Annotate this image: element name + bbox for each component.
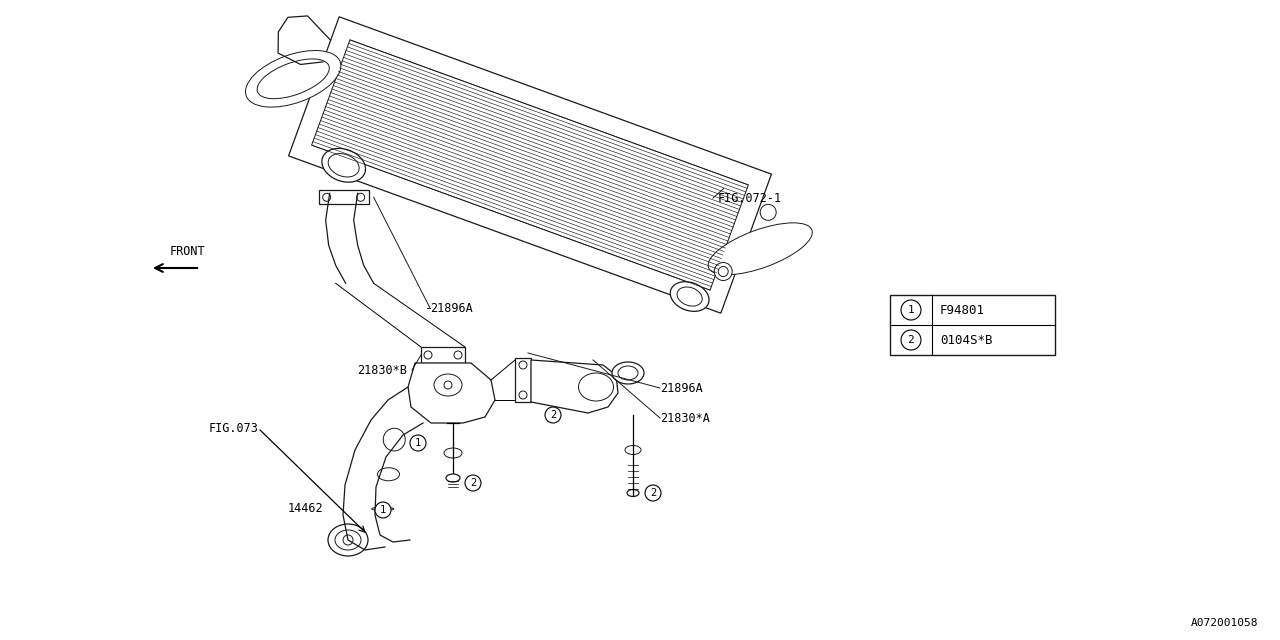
Circle shape [714, 262, 732, 280]
Circle shape [518, 391, 527, 399]
Text: 14462: 14462 [287, 502, 323, 515]
Ellipse shape [671, 282, 709, 312]
Text: FRONT: FRONT [169, 245, 205, 258]
Ellipse shape [257, 59, 329, 99]
Circle shape [323, 193, 330, 202]
Ellipse shape [335, 530, 361, 550]
Ellipse shape [328, 524, 369, 556]
Circle shape [454, 351, 462, 359]
Text: 21830*B: 21830*B [357, 364, 407, 376]
Ellipse shape [677, 287, 703, 306]
Text: A072001058: A072001058 [1190, 618, 1258, 628]
Text: 1: 1 [908, 305, 914, 315]
Ellipse shape [328, 154, 360, 177]
Ellipse shape [445, 474, 460, 482]
Ellipse shape [434, 374, 462, 396]
Polygon shape [890, 295, 1055, 355]
Text: 21896A: 21896A [430, 301, 472, 314]
Ellipse shape [612, 362, 644, 384]
Text: 1: 1 [415, 438, 421, 448]
Ellipse shape [371, 507, 394, 511]
Circle shape [760, 204, 776, 220]
Text: 2: 2 [650, 488, 657, 498]
Polygon shape [311, 40, 749, 290]
Text: 1: 1 [380, 505, 387, 515]
Circle shape [645, 485, 660, 501]
Circle shape [357, 193, 365, 202]
Ellipse shape [618, 366, 637, 380]
Polygon shape [408, 363, 495, 423]
Text: F94801: F94801 [940, 303, 986, 317]
Text: FIG.072-1: FIG.072-1 [718, 191, 782, 205]
Circle shape [465, 475, 481, 491]
Ellipse shape [708, 223, 813, 275]
Circle shape [718, 266, 728, 276]
Text: 0104S*B: 0104S*B [940, 333, 992, 346]
Ellipse shape [378, 468, 399, 481]
Circle shape [901, 300, 922, 320]
Ellipse shape [625, 445, 641, 454]
Polygon shape [531, 360, 618, 413]
Ellipse shape [246, 51, 340, 107]
Circle shape [424, 351, 433, 359]
Circle shape [343, 535, 353, 545]
Text: 2: 2 [470, 478, 476, 488]
Polygon shape [288, 17, 772, 313]
Polygon shape [421, 347, 465, 363]
Circle shape [410, 435, 426, 451]
Ellipse shape [383, 428, 406, 451]
Ellipse shape [579, 373, 613, 401]
Text: 21830*A: 21830*A [660, 412, 710, 424]
Text: 2: 2 [908, 335, 914, 345]
Circle shape [375, 502, 390, 518]
Ellipse shape [444, 448, 462, 458]
Polygon shape [319, 190, 369, 204]
Circle shape [545, 407, 561, 423]
Circle shape [518, 361, 527, 369]
Polygon shape [515, 358, 531, 402]
Text: FIG.073: FIG.073 [209, 422, 259, 435]
Ellipse shape [627, 490, 639, 497]
Circle shape [901, 330, 922, 350]
Circle shape [444, 381, 452, 389]
Text: 21896A: 21896A [660, 381, 703, 394]
Ellipse shape [321, 148, 366, 182]
Text: 2: 2 [550, 410, 556, 420]
